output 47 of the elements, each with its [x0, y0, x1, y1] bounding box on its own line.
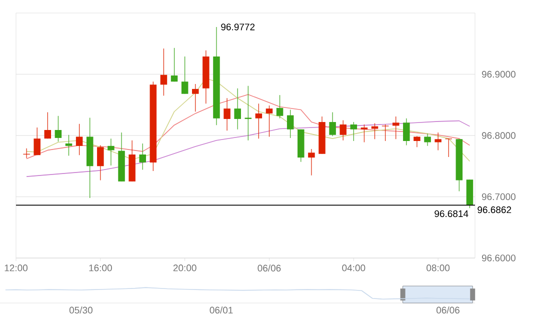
- annotation: 96.6814: [434, 210, 468, 218]
- x-tick-label: 16:00: [89, 264, 112, 272]
- y-tick-label: 96.8000: [482, 132, 516, 139]
- candlestick: [434, 132, 442, 151]
- candlestick: [97, 145, 104, 181]
- x-tick-label: 06/06: [436, 306, 460, 314]
- candlestick: [350, 122, 358, 142]
- candlestick: [414, 136, 420, 148]
- candlestick: [34, 127, 40, 156]
- candlestick: [192, 84, 199, 112]
- candlestick: [44, 112, 52, 139]
- candlestick: [160, 48, 168, 96]
- candlestick: [286, 109, 294, 138]
- x-tick-label: 12:00: [4, 264, 28, 272]
- candlestick: [392, 116, 400, 140]
- y-tick-label: 96.6000: [482, 254, 516, 262]
- candlestick: [234, 88, 241, 130]
- candlestick: [276, 94, 284, 119]
- x-tick-label: 06/01: [210, 306, 233, 314]
- candlestick: [403, 118, 410, 146]
- candlestick: [224, 98, 230, 131]
- x-tick-label: 05/30: [69, 306, 92, 314]
- candlestick: [139, 143, 146, 170]
- candlestick: [255, 103, 262, 139]
- x-tick-label: 08:00: [426, 264, 450, 272]
- x-tick-label: 20:00: [173, 264, 196, 272]
- candlestick: [360, 124, 368, 143]
- candlestick: [181, 56, 188, 94]
- candlestick: [340, 120, 346, 141]
- y-tick-label: 96.9000: [482, 70, 516, 78]
- x-tick-label: 04:00: [342, 264, 366, 272]
- candlestick: [266, 105, 273, 138]
- candlestick: [108, 138, 114, 166]
- candlestick: [65, 134, 72, 156]
- candlestick: [371, 122, 378, 140]
- candlestick: [76, 124, 83, 156]
- candlestick: [382, 124, 389, 142]
- candlestick: [424, 133, 431, 146]
- candlestick: [308, 148, 315, 176]
- candlestick: [244, 86, 252, 141]
- candlestick: [329, 112, 336, 136]
- annotation: 96.9772: [221, 24, 255, 30]
- candlestick: [170, 48, 178, 82]
- y-tick-label: 96.7000: [482, 193, 516, 200]
- ref-line-label: 96.6862: [478, 206, 512, 214]
- candlestick: [54, 116, 62, 142]
- x-tick-label: 06/06: [258, 264, 281, 272]
